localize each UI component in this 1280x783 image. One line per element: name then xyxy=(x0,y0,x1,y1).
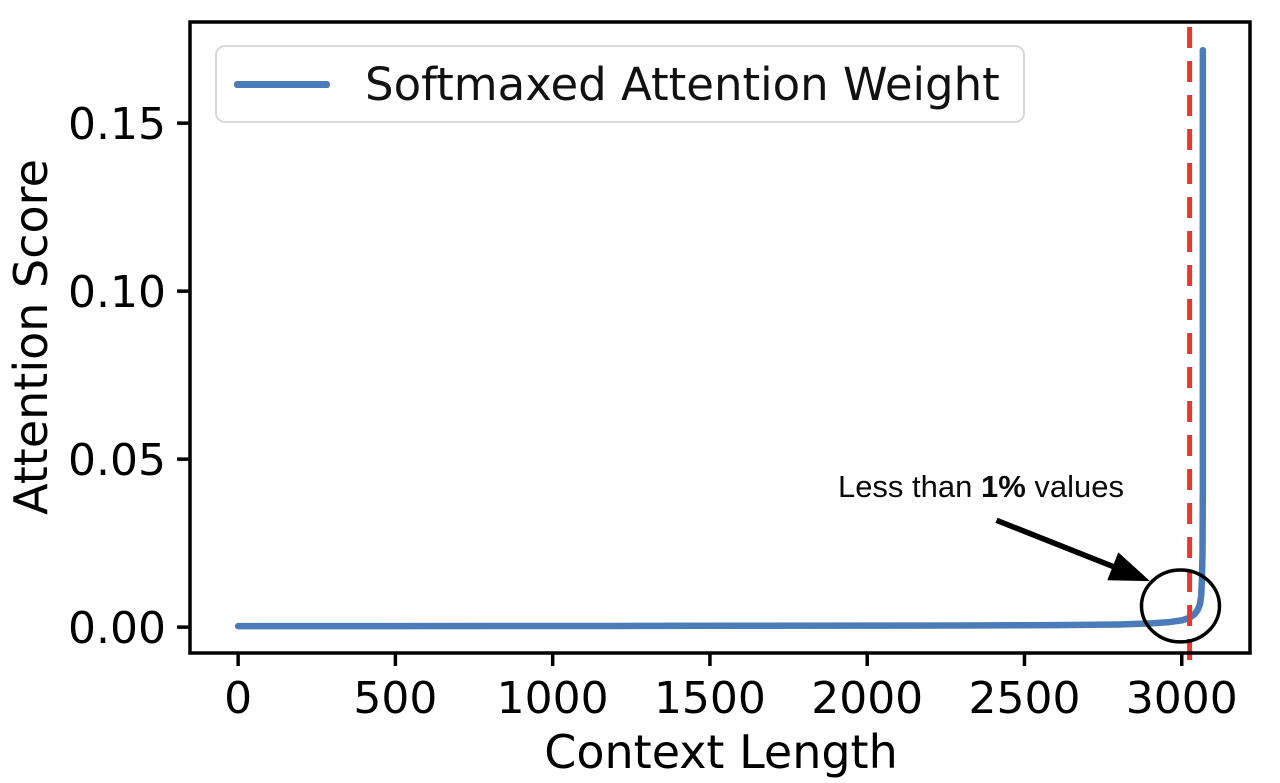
legend-line-sample xyxy=(234,80,330,88)
annotation-arrow-head xyxy=(1107,552,1150,582)
y-axis-label: Attention Score xyxy=(4,159,58,515)
annotation-text-prefix: Less than xyxy=(837,469,981,504)
attention-weight-line xyxy=(234,46,1207,630)
x-tick-label: 500 xyxy=(353,673,437,724)
legend-label: Softmaxed Attention Weight xyxy=(365,57,1000,111)
y-tick-label: 0.00 xyxy=(68,603,166,654)
y-tick-label: 0.10 xyxy=(68,267,166,318)
annotation-arrow-shaft xyxy=(995,517,1125,574)
x-tick-label: 2500 xyxy=(968,673,1080,724)
x-tick-label: 0 xyxy=(224,673,252,724)
x-axis-label: Context Length xyxy=(544,725,898,779)
x-tick-label: 2000 xyxy=(811,673,923,724)
x-tick-label: 1000 xyxy=(497,673,609,724)
x-tick-label: 1500 xyxy=(654,673,766,724)
annotation-text-suffix: values xyxy=(1025,469,1125,504)
axes-frame xyxy=(188,20,1252,655)
highlight-circle xyxy=(1139,568,1222,644)
y-tick-label: 0.05 xyxy=(68,435,166,486)
y-tick-label: 0.15 xyxy=(68,99,166,150)
x-tick-label: 3000 xyxy=(1126,673,1238,724)
legend: Softmaxed Attention Weight xyxy=(215,45,1025,123)
annotation-text: Less than 1% values xyxy=(838,469,1124,505)
annotation-text-bold: 1% xyxy=(981,469,1026,504)
